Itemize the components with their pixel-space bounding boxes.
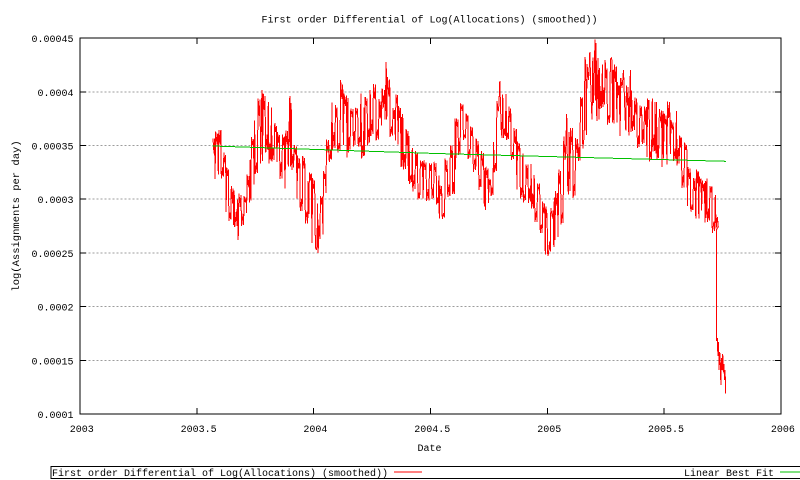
svg-text:log(Assignments per day): log(Assignments per day) [11,140,23,291]
svg-text:0.0003: 0.0003 [37,196,73,207]
svg-text:2003: 2003 [70,425,94,436]
svg-text:Date: Date [417,444,441,455]
svg-text:Linear Best Fit: Linear Best Fit [684,468,774,480]
svg-text:2005: 2005 [537,425,561,436]
svg-text:2004.5: 2004.5 [414,425,450,436]
svg-text:2006: 2006 [771,425,795,436]
svg-text:0.0002: 0.0002 [37,304,73,315]
svg-text:0.0001: 0.0001 [37,411,73,422]
svg-text:0.00025: 0.00025 [31,250,73,261]
svg-text:First order Differential of Lo: First order Differential of Log(Allocati… [52,468,388,480]
svg-text:2004: 2004 [303,425,327,436]
svg-text:0.00015: 0.00015 [31,357,73,368]
svg-text:0.00035: 0.00035 [31,143,73,154]
svg-text:0.00045: 0.00045 [31,35,73,46]
svg-text:2003.5: 2003.5 [181,425,217,436]
svg-text:0.0004: 0.0004 [37,89,73,100]
svg-text:2005.5: 2005.5 [648,425,684,436]
svg-text:First order Differential of Lo: First order Differential of Log(Allocati… [261,15,597,27]
